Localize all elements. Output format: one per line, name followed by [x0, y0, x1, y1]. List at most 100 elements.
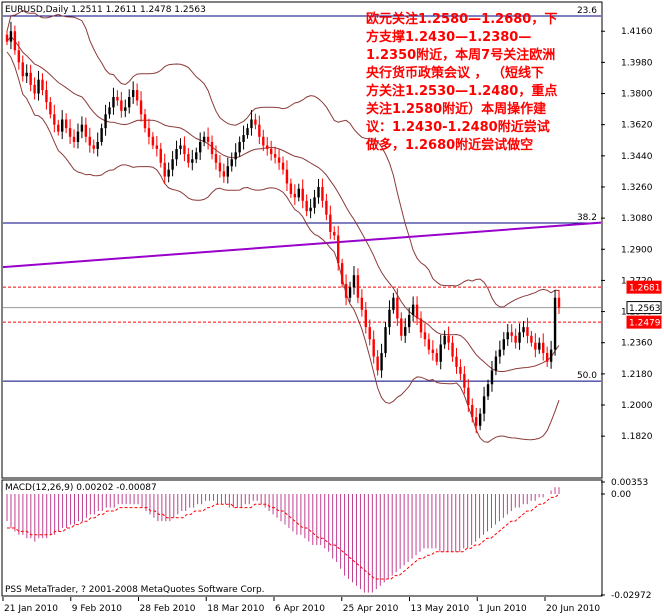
- candle-body-49: [199, 141, 202, 153]
- candle-body-87: [348, 287, 352, 298]
- candle-body-78: [313, 197, 316, 208]
- candle-body-89: [356, 275, 360, 298]
- y-tick-label-11: 1.2180: [621, 370, 653, 380]
- macd-panel: 0.00353 0.00 -0.02972: [6, 478, 651, 601]
- band-upper: [6, 9, 560, 308]
- candle-body-132: [526, 327, 529, 336]
- candle-body-120: [478, 413, 482, 426]
- candle-body-116: [463, 373, 466, 388]
- candle-body-26: [108, 107, 111, 115]
- candle-body-110: [439, 344, 442, 362]
- candle-body-85: [340, 263, 344, 284]
- candle-body-98: [392, 297, 395, 310]
- candle-body-104: [415, 304, 419, 319]
- candle-body-125: [498, 349, 502, 357]
- candle-body-41: [167, 169, 170, 177]
- candle-body-140: [557, 297, 561, 308]
- candles: [5, 21, 561, 434]
- candle-body-3: [17, 50, 21, 63]
- candle-body-83: [333, 231, 336, 236]
- candle-body-138: [549, 349, 553, 362]
- candle-body-67: [269, 148, 273, 155]
- candle-body-74: [297, 188, 300, 198]
- candle-body-76: [305, 200, 308, 212]
- price-tag-label-0: 1.2681: [629, 284, 661, 294]
- annotation-line-1: 欧元关注1.2580—1.2680，下: [366, 11, 557, 27]
- candle-body-117: [467, 387, 470, 406]
- macd-signal-line: [7, 493, 560, 580]
- copyright-text: PSS MetaTrader, ? 2001-2008 MetaQuotes S…: [5, 585, 265, 595]
- fib-label-50.0: 50.0: [577, 371, 597, 381]
- candle-body-40: [163, 162, 166, 177]
- candle-body-25: [104, 114, 107, 129]
- candle-body-91: [364, 309, 367, 328]
- candle-body-24: [100, 128, 103, 142]
- candle-body-123: [490, 370, 494, 385]
- fib-label-23.6: 23.6: [577, 6, 597, 16]
- candle-body-61: [246, 128, 249, 136]
- candle-body-28: [116, 96, 119, 101]
- price-lines: [3, 286, 601, 323]
- y-tick-label-1: 1.3980: [621, 58, 653, 68]
- candle-body-14: [61, 119, 64, 132]
- candle-body-21: [88, 136, 91, 146]
- candle-body-72: [289, 183, 293, 194]
- y-tick-label-4: 1.3440: [621, 152, 653, 162]
- candle-body-56: [226, 166, 229, 177]
- annotation-line-6: 关注1.2580附近）本周操作建: [366, 101, 546, 117]
- candle-body-137: [545, 353, 549, 362]
- candle-body-13: [57, 124, 60, 132]
- price-tag-box-1: [626, 301, 662, 315]
- annotation-line-4: 央行货币政策会议 ， （短线下: [366, 65, 544, 81]
- candle-body-99: [396, 297, 399, 319]
- x-tick-label-8: 20 Jun 2010: [546, 604, 600, 614]
- y-tick-label-3: 1.3620: [621, 121, 653, 131]
- candle-body-48: [195, 152, 198, 160]
- candle-body-2: [13, 31, 17, 51]
- x-tick-label-6: 13 May 2010: [411, 604, 470, 614]
- candle-body-92: [368, 327, 371, 340]
- y-tick-label-2: 1.3800: [621, 90, 653, 100]
- candle-body-63: [254, 119, 257, 125]
- x-tick-label-7: 1 Jun 2010: [478, 604, 527, 614]
- candle-body-127: [506, 332, 509, 340]
- y-tick-label-10: 1.2360: [621, 339, 653, 349]
- x-tick-label-1: 9 Feb 2010: [72, 604, 123, 614]
- candle-body-53: [214, 154, 218, 163]
- annotation-line-2: 方支撑1.2430—1.2380—: [366, 29, 531, 45]
- candle-body-118: [471, 405, 474, 418]
- price-tag-box-2: [626, 315, 662, 329]
- candle-body-8: [37, 79, 40, 94]
- candle-body-33: [135, 90, 139, 101]
- candle-body-44: [179, 145, 182, 149]
- candle-body-57: [230, 159, 233, 167]
- candle-body-9: [41, 79, 44, 91]
- candle-body-34: [139, 100, 143, 115]
- macd-tick-label-2: -0.02972: [611, 591, 651, 601]
- macd-label: MACD(12,26,9) 0.00202 -0.00087: [5, 483, 157, 493]
- candle-body-39: [159, 148, 162, 163]
- candle-body-32: [131, 90, 135, 97]
- x-tick-label-2: 28 Feb 2010: [140, 604, 196, 614]
- annotation-line-5: 方关注1.2530—1.2480，重点: [366, 83, 557, 99]
- candle-body-43: [175, 148, 178, 160]
- x-tick-label-3: 18 Mar 2010: [207, 604, 264, 614]
- candle-body-36: [147, 128, 151, 137]
- annotation-line-3: 1.2350附近，本周7号关注欧洲: [366, 47, 555, 63]
- candle-body-52: [210, 141, 214, 155]
- candle-body-12: [53, 114, 56, 125]
- candle-body-103: [411, 304, 415, 316]
- candle-body-69: [277, 157, 281, 163]
- candle-body-122: [486, 384, 490, 397]
- candle-body-75: [301, 188, 304, 201]
- candle-body-54: [218, 162, 222, 172]
- candle-body-113: [451, 342, 454, 357]
- candle-body-45: [183, 145, 186, 155]
- fib-label-38.2: 38.2: [577, 213, 597, 223]
- candle-body-27: [112, 96, 115, 108]
- candle-body-100: [400, 318, 403, 336]
- candle-body-20: [84, 124, 88, 137]
- candle-body-107: [427, 339, 431, 350]
- candle-body-1: [9, 31, 13, 42]
